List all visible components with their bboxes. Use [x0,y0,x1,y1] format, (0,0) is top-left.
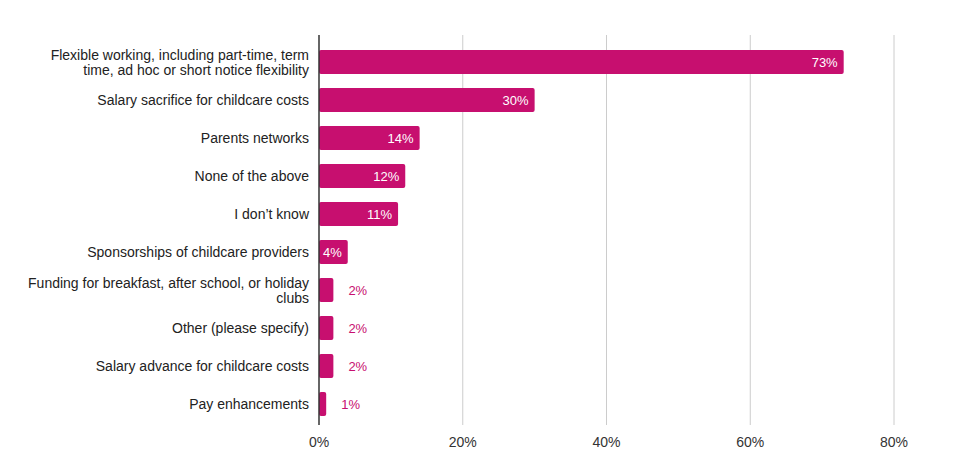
tick-label: 20% [449,434,477,450]
label-line: clubs [276,290,309,306]
label-line: Sponsorships of childcare providers [87,244,309,260]
label-line: Salary sacrifice for childcare costs [97,92,309,108]
category-label: Sponsorships of childcare providers [87,244,309,260]
category-label: Salary sacrifice for childcare costs [97,92,309,108]
data-label: 2% [348,321,367,336]
bar [319,316,333,340]
data-label: 2% [348,359,367,374]
label-line: Flexible working, including part-time, t… [51,47,309,63]
data-label: 11% [367,207,392,222]
label-line: time, ad hoc or short notice flexibility [83,62,309,78]
bars [319,50,844,416]
label-line: Salary advance for childcare costs [96,358,309,374]
data-label: 14% [388,131,414,146]
grid-line [606,35,607,425]
bar [319,50,844,74]
bar [319,202,398,226]
tick-label: 0% [309,434,329,450]
data-labels: 73% 30% 14% 12% 11% 4% 2% 2% 2% 1% [323,55,838,412]
grid-line [894,35,895,425]
label-line: Funding for breakfast, after school, or … [28,275,309,291]
tick-label: 80% [880,434,908,450]
bar [319,164,405,188]
data-label: 1% [341,397,360,412]
bar [319,126,420,150]
bar [319,278,333,302]
bar [319,88,535,112]
category-label: Parents networks [201,130,309,146]
tick-label: 60% [736,434,764,450]
bar [319,392,326,416]
grid-line [750,35,751,425]
category-label: Pay enhancements [189,396,309,412]
label-line: Other (please specify) [172,320,309,336]
data-label: 4% [323,245,342,260]
bar [319,240,348,264]
label-line: I don’t know [234,206,310,222]
category-label: Funding for breakfast, after school, or … [28,275,309,306]
chart: 0% 20% 40% 60% 80% 73% 30% 14% 12% 11% 4% 2% 2% 2% 1% F… [0,0,966,476]
data-label: 12% [373,169,399,184]
category-label: Salary advance for childcare costs [96,358,309,374]
label-line: None of the above [195,168,310,184]
category-label: Flexible working, including part-time, t… [51,47,309,78]
data-label: 73% [812,55,838,70]
data-label: 30% [503,93,529,108]
axis-line [318,35,320,425]
bar [319,354,333,378]
label-line: Parents networks [201,130,309,146]
label-line: Pay enhancements [189,396,309,412]
data-label: 2% [348,283,367,298]
category-label: I don’t know [234,206,310,222]
category-label: None of the above [195,168,310,184]
category-label: Other (please specify) [172,320,309,336]
tick-label: 40% [592,434,620,450]
